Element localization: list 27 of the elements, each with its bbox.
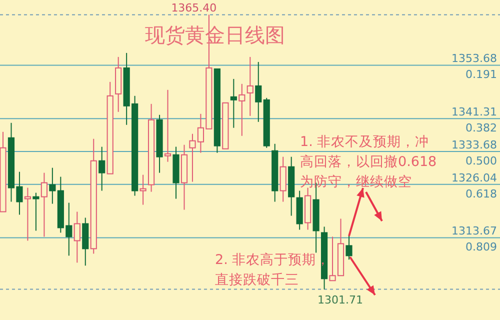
candlestick xyxy=(280,156,286,202)
candlestick xyxy=(246,56,254,116)
candlestick xyxy=(32,192,40,232)
annotation: 0.618 xyxy=(466,187,497,200)
candlestick xyxy=(40,172,48,238)
ref-line-label: 1313.67 xyxy=(452,224,497,238)
annotation: 0.500 xyxy=(466,154,497,168)
ref-line-label: 1333.68 xyxy=(452,138,497,152)
annotation: 0.809 xyxy=(466,240,497,254)
candlestick xyxy=(140,174,146,206)
ref-line-label: 1353.68 xyxy=(452,52,497,66)
candlestick xyxy=(255,61,262,122)
candlestick xyxy=(164,89,172,162)
candlestick xyxy=(24,187,32,242)
candlestick xyxy=(238,83,246,136)
ref-line-label: 1326.04 xyxy=(452,171,497,184)
ref-line-label: 1365.40 xyxy=(171,2,217,15)
ref-line-label: 1341.31 xyxy=(452,106,497,119)
candlestick xyxy=(346,234,352,260)
annotation: 0.191 xyxy=(466,68,497,82)
candlestick xyxy=(98,146,106,192)
annotation: 2. 非农高于预期，直接跌破千三 xyxy=(215,251,332,290)
candlestick xyxy=(49,167,56,204)
ref-line-label: 1301.71 xyxy=(318,293,364,306)
annotation: 0.382 xyxy=(466,122,497,135)
candlestick xyxy=(74,211,80,264)
candlestick xyxy=(230,78,237,128)
